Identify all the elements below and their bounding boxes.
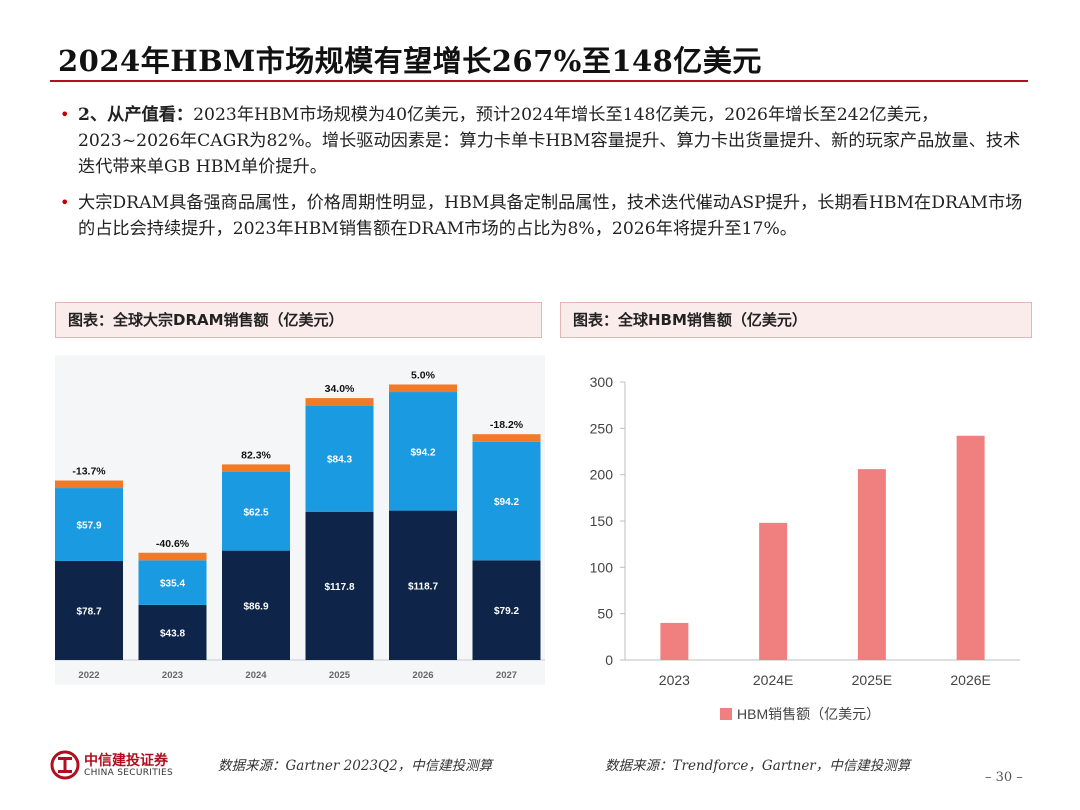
hbm-y-tick-label: 250 <box>590 420 614 436</box>
dram-bar-top <box>389 384 457 393</box>
bullet-item-1: • 2、从产值看：2023年HBM市场规模为40亿美元，预计2024年增长至14… <box>60 102 1025 180</box>
hbm-y-tick-label: 300 <box>590 374 614 390</box>
dram-bar-label: $94.2 <box>494 497 519 508</box>
bullet-text: 2023年HBM市场规模为40亿美元，预计2024年增长至148亿美元，2026… <box>78 105 1021 177</box>
dram-x-tick-label: 2023 <box>162 670 183 681</box>
dram-growth-label: -40.6% <box>156 538 190 550</box>
page-title: 2024年HBM市场规模有望增长267%至148亿美元 <box>58 44 762 78</box>
dram-bar-middle <box>389 392 457 511</box>
dram-bar-bottom <box>472 560 541 660</box>
dram-bar-bottom <box>305 511 374 660</box>
dram-bar-bottom <box>389 510 457 660</box>
dram-growth-label: -18.2% <box>490 419 524 431</box>
dram-bar-label: $94.2 <box>410 447 435 458</box>
dram-chart: $78.7 $57.9 -13.7% 2022 $43.8 $35.4 -40.6% 2023… <box>55 355 545 689</box>
bullet-lead: 2、从产值看： <box>78 105 194 125</box>
dram-bar-label: $78.7 <box>76 606 101 617</box>
dram-growth-label: -13.7% <box>72 466 106 478</box>
dram-bar-top <box>222 464 290 472</box>
dram-growth-label: 5.0% <box>411 369 436 381</box>
hbm-y-tick-label: 200 <box>590 467 614 483</box>
hbm-legend-swatch <box>720 708 732 720</box>
dram-bar-middle <box>55 488 123 561</box>
bullet-dot-icon: • <box>60 193 70 212</box>
hbm-bar <box>956 435 985 660</box>
hbm-bar <box>759 522 788 660</box>
hbm-x-tick-label: 2026E <box>950 672 990 688</box>
dram-bar-label: $86.9 <box>243 601 268 612</box>
dram-bar-label: $57.9 <box>76 521 101 532</box>
bullet-list: • 2、从产值看：2023年HBM市场规模为40亿美元，预计2024年增长至14… <box>60 102 1025 252</box>
dram-x-tick-label: 2022 <box>78 670 99 681</box>
hbm-y-tick-label: 100 <box>590 559 614 575</box>
hbm-chart: 0 50 100 150 200 250 300 2023 2024E 2025E 2026E HBM… <box>570 365 1030 739</box>
dram-bar-middle <box>222 471 290 551</box>
dram-bar-bottom <box>138 604 207 660</box>
dram-bar-top <box>138 552 207 561</box>
hbm-x-tick-label: 2024E <box>753 672 793 688</box>
source-note-right: 数据来源：Trendforce，Gartner，中信建投测算 <box>605 758 911 774</box>
dram-bar-label: $35.4 <box>160 579 185 590</box>
page-number: – 30 – <box>985 770 1023 785</box>
hbm-y-tick-label: 50 <box>597 606 613 622</box>
hbm-x-tick-label: 2025E <box>852 672 892 688</box>
company-logo: 中信建投证券 CHINA SECURITIES <box>50 748 200 782</box>
bullet-dot-icon: • <box>60 105 70 124</box>
dram-bar-bottom <box>222 550 290 660</box>
hbm-bar <box>660 622 689 660</box>
hbm-legend-label: HBM销售额（亿美元） <box>737 706 880 722</box>
dram-bar-label: $118.7 <box>408 581 438 592</box>
dram-x-tick-label: 2027 <box>496 670 517 681</box>
hbm-chart-svg: 0 50 100 150 200 250 300 2023 2024E 2025E 2026E HBM… <box>590 374 1020 722</box>
dram-bar-middle <box>305 405 374 512</box>
dram-bar-label: $117.8 <box>324 582 354 593</box>
dram-bar-top <box>472 434 541 442</box>
hbm-y-tick-label: 150 <box>590 513 614 529</box>
dram-bar-middle <box>138 560 207 605</box>
dram-chart-svg: $78.7 $57.9 -13.7% 2022 $43.8 $35.4 -40.6% 2023… <box>55 355 545 685</box>
dram-x-tick-label: 2025 <box>329 670 351 681</box>
citic-logo-icon <box>50 750 80 780</box>
dram-growth-label: 82.3% <box>241 449 271 461</box>
dram-bar-label: $84.3 <box>327 455 352 466</box>
title-divider <box>50 80 1028 82</box>
dram-x-tick-label: 2026 <box>412 670 433 681</box>
dram-bar-label: $79.2 <box>494 606 519 617</box>
bullet-text: 大宗DRAM具备强商品属性，价格周期性明显，HBM具备定制品属性，技术迭代催动A… <box>78 193 1023 239</box>
dram-bar-label: $62.5 <box>243 507 268 518</box>
dram-bar-top <box>55 480 123 489</box>
hbm-y-tick-label: 0 <box>605 652 613 668</box>
logo-text-en: CHINA SECURITIES <box>84 768 173 778</box>
dram-bar-bottom <box>55 560 123 660</box>
logo-text-cn: 中信建投证券 <box>84 753 168 769</box>
right-chart-caption: 图表：全球HBM销售额（亿美元） <box>560 302 1032 338</box>
dram-bar-label: $43.8 <box>160 628 185 639</box>
dram-bar-middle <box>472 441 541 561</box>
dram-chart-background <box>55 355 545 685</box>
source-note-left: 数据来源：Gartner 2023Q2，中信建投测算 <box>218 758 493 774</box>
bullet-item-2: • 大宗DRAM具备强商品属性，价格周期性明显，HBM具备定制品属性，技术迭代催… <box>60 190 1025 242</box>
dram-bar-top <box>305 398 374 406</box>
left-chart-caption: 图表：全球大宗DRAM销售额（亿美元） <box>55 302 542 338</box>
dram-x-tick-label: 2024 <box>245 670 267 681</box>
dram-growth-label: 34.0% <box>325 383 355 395</box>
hbm-bar <box>857 469 886 660</box>
hbm-x-tick-label: 2023 <box>659 672 690 688</box>
